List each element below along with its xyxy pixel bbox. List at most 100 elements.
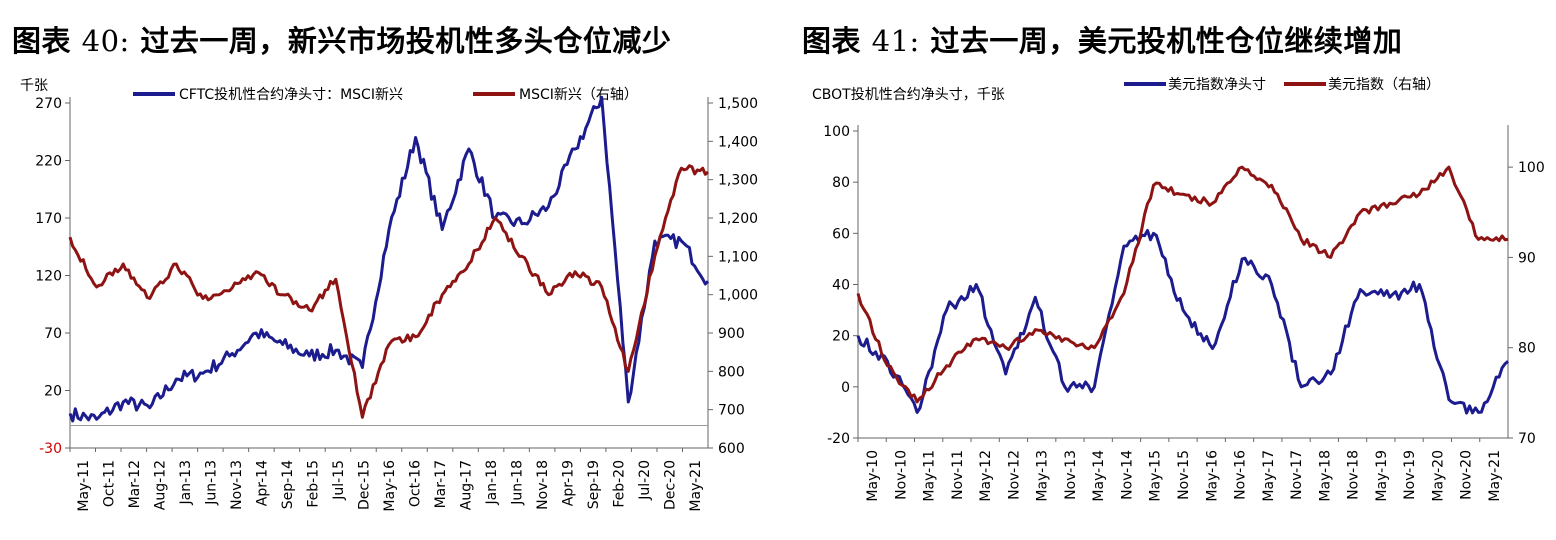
y-left-tick-label: 120 — [35, 269, 62, 285]
x-tick-label: May-12 — [978, 450, 994, 502]
y-left-tick-label: 70 — [44, 326, 62, 342]
x-tick-label: Nov-13 — [229, 460, 245, 510]
y-left-tick-label: 20 — [44, 384, 62, 400]
x-tick-label: Jan-18 — [484, 460, 500, 505]
y-left-tick-label: 40 — [832, 278, 850, 294]
y-right-tick-label: 1,500 — [718, 96, 758, 112]
series-line-primary — [856, 229, 1509, 415]
x-tick-label: Oct-11 — [101, 460, 117, 507]
chart-title: 图表 40: 过去一周，新兴市场投机性多头仓位减少 — [12, 18, 671, 60]
chart-panel-41: 图表 41: 过去一周，美元投机性仓位继续增加 CBOT投机性合约净头寸，千张 … — [790, 0, 1556, 540]
x-tick-label: May-11 — [922, 450, 938, 502]
y-left-tick-label: 20 — [832, 329, 850, 345]
y-left-tick-label: -30 — [39, 441, 62, 457]
x-tick-label: Dec-15 — [356, 460, 372, 510]
y-left-tick-label: 80 — [832, 175, 850, 191]
x-tick-label: May-19 — [1374, 450, 1390, 502]
y-right-tick-label: 1,200 — [718, 211, 758, 227]
y-right-tick-label: 900 — [718, 326, 745, 342]
y-left-tick-label: 270 — [35, 96, 62, 112]
legend-label-primary: CFTC投机性合约净头寸：MSCI新兴 — [179, 87, 403, 103]
y-left-tick-label: 100 — [823, 124, 850, 140]
title-prefix: 图表 — [12, 24, 72, 58]
x-tick-label: Nov-15 — [1176, 450, 1192, 500]
x-tick-label: May-14 — [1091, 450, 1107, 502]
y-right-tick-label: 90 — [1518, 250, 1536, 266]
chart-svg: CBOT投机性合约净头寸，千张 美元指数净头寸 美元指数（右轴） 100 80 60… — [812, 77, 1545, 502]
x-tick-label: May-21 — [1487, 450, 1503, 502]
series-line-primary — [68, 95, 710, 423]
x-tick-label: Jun-18 — [510, 460, 526, 506]
x-tick-label: May-16 — [382, 460, 398, 512]
title-text: 过去一周，新兴市场投机性多头仓位减少 — [140, 24, 672, 58]
x-tick-label: Sep-19 — [586, 460, 602, 509]
x-tick-label: May-10 — [865, 450, 881, 502]
x-tick-label: Apr-14 — [254, 460, 270, 506]
x-tick-label: Jul-20 — [637, 460, 653, 501]
legend: CFTC投机性合约净头寸：MSCI新兴 MSCI新兴（右轴） — [133, 87, 638, 103]
x-tick-label: Jul-15 — [331, 460, 347, 501]
chart-title: 图表 41: 过去一周，美元投机性仓位继续增加 — [802, 18, 1402, 60]
y-left-tick-label: -20 — [827, 431, 850, 447]
y-right-tick-label: 1,400 — [718, 134, 758, 150]
y-right-tick-label: 700 — [718, 403, 745, 419]
x-tick-label: Mar-12 — [127, 460, 143, 508]
title-prefix: 图表 — [802, 24, 862, 58]
y-right-tick-label: 800 — [718, 364, 745, 380]
title-number: 41: — [871, 24, 920, 58]
x-tick-label: May-11 — [76, 460, 92, 512]
series-line-secondary — [68, 164, 709, 419]
y-right-tick-label: 70 — [1518, 431, 1536, 447]
y-right-tick-label: 100 — [1518, 160, 1545, 176]
x-tick-label: May-16 — [1204, 450, 1220, 502]
x-tick-label: Nov-18 — [1346, 450, 1362, 500]
y-left-tick-label: 0 — [841, 380, 850, 396]
y-right-tick-label: 1,300 — [718, 173, 758, 189]
y-right-tick-label: 600 — [718, 441, 745, 457]
chart-svg: 千张 CFTC投机性合约净头寸：MSCI新兴 MSCI新兴（右轴） 270 220… — [20, 78, 758, 512]
title-text: 过去一周，美元投机性仓位继续增加 — [930, 24, 1403, 58]
x-tick-label: Oct-16 — [408, 460, 424, 507]
legend-label-secondary: 美元指数（右轴） — [1328, 77, 1440, 93]
x-tick-label: Nov-20 — [1459, 450, 1475, 500]
x-tick-label: Sep-14 — [280, 460, 296, 509]
x-tick-label: Nov-19 — [1402, 450, 1418, 500]
x-tick-label: Nov-18 — [535, 460, 551, 510]
x-tick-label: Nov-11 — [950, 450, 966, 500]
y-left-tick-label: 60 — [832, 226, 850, 242]
series-line-secondary — [856, 165, 1509, 404]
x-tick-label: May-15 — [1148, 450, 1164, 502]
x-tick-label: Nov-13 — [1063, 450, 1079, 500]
x-tick-label: Nov-10 — [893, 450, 909, 500]
title-number: 40: — [81, 24, 130, 58]
legend-label-primary: 美元指数净头寸 — [1168, 77, 1266, 93]
x-tick-label: Jun-13 — [203, 460, 219, 506]
x-tick-label: Aug-17 — [459, 460, 475, 510]
legend-label-secondary: MSCI新兴（右轴） — [519, 87, 638, 103]
y-right-tick-label: 1,000 — [718, 288, 758, 304]
x-tick-label: Apr-19 — [561, 460, 577, 506]
x-tick-label: Nov-12 — [1006, 450, 1022, 500]
y-right-tick-label: 1,100 — [718, 249, 758, 265]
x-tick-label: Jan-13 — [178, 460, 194, 505]
x-tick-label: May-20 — [1430, 450, 1446, 502]
y-left-tick-label: 220 — [35, 154, 62, 170]
y-right-tick-label: 80 — [1518, 341, 1536, 357]
x-tick-label: Nov-14 — [1119, 450, 1135, 500]
x-tick-label: May-18 — [1317, 450, 1333, 502]
chart-panel-40: 图表 40: 过去一周，新兴市场投机性多头仓位减少 千张 CFTC投机性合约净头… — [0, 0, 760, 540]
x-tick-label: Nov-17 — [1289, 450, 1305, 500]
y-axis-unit-label: 千张 — [20, 78, 48, 94]
legend: 美元指数净头寸 美元指数（右轴） — [1124, 77, 1440, 93]
x-tick-label: Feb-20 — [612, 460, 628, 508]
x-tick-label: May-17 — [1261, 450, 1277, 502]
x-tick-label: Feb-15 — [305, 460, 321, 508]
x-tick-label: Mar-17 — [433, 460, 449, 508]
x-tick-label: Nov-16 — [1233, 450, 1249, 500]
x-tick-label: Aug-12 — [152, 460, 168, 510]
x-tick-label: May-13 — [1035, 450, 1051, 502]
x-tick-label: May-21 — [688, 460, 704, 512]
y-axis-unit-label: CBOT投机性合约净头寸，千张 — [812, 87, 1005, 103]
y-left-tick-label: 170 — [35, 211, 62, 227]
x-tick-label: Dec-20 — [663, 460, 679, 510]
